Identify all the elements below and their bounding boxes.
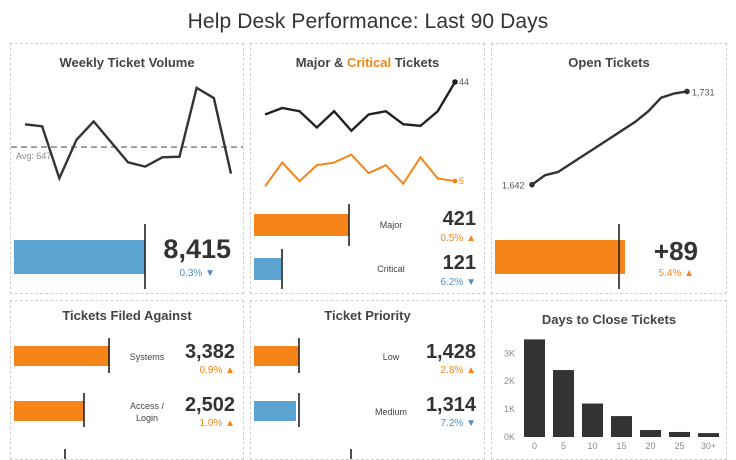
critical-end-dot bbox=[452, 178, 458, 184]
days-bar-25 bbox=[669, 431, 690, 437]
filed-against-title: Tickets Filed Against bbox=[62, 308, 192, 323]
systems-bar bbox=[14, 346, 110, 366]
major-value: 421 bbox=[442, 208, 476, 230]
open-tickets-bar bbox=[495, 240, 625, 274]
weekly-volume-title: Weekly Ticket Volume bbox=[59, 55, 195, 70]
critical-row-label: Critical bbox=[377, 264, 405, 274]
critical-bar bbox=[254, 258, 281, 280]
arrow-down-icon: ▼ bbox=[466, 277, 476, 288]
major-critical-panel: Major & Critical Tickets 44 5 Major 421 … bbox=[250, 43, 485, 294]
major-critical-title: Major & Critical Tickets bbox=[295, 55, 440, 70]
weekly-total-change: 0.3% ▼ bbox=[179, 268, 215, 279]
days-bar-5 bbox=[553, 370, 574, 437]
low-change: 2.8% ▲ bbox=[440, 365, 476, 376]
major-end-label: 44 bbox=[459, 77, 469, 87]
open-tickets-chart: 1,642 1,731 bbox=[495, 87, 715, 289]
filed-against-chart bbox=[14, 338, 110, 459]
weekly-total-bar bbox=[14, 240, 145, 274]
days-bar-30+ bbox=[698, 433, 719, 437]
page-title: Help Desk Performance: Last 90 Days bbox=[187, 10, 549, 33]
x-tick-label: 0 bbox=[532, 441, 537, 451]
filed-against-panel: Tickets Filed Against Systems 3,382 0.9%… bbox=[10, 300, 244, 460]
open-end-label: 1,731 bbox=[692, 87, 715, 97]
low-row-label: Low bbox=[382, 352, 400, 362]
weekly-volume-panel: Weekly Ticket Volume Avg: 647 8,415 0.3%… bbox=[10, 43, 244, 294]
ticket-priority-panel: Ticket Priority Low 1,428 2.8% ▲ Medium … bbox=[250, 300, 485, 460]
ticket-priority-chart bbox=[254, 338, 352, 459]
x-tick-label: 15 bbox=[616, 441, 626, 451]
arrow-down-icon: ▼ bbox=[205, 268, 215, 279]
low-value: 1,428 bbox=[425, 341, 476, 363]
arrow-up-icon: ▲ bbox=[684, 268, 694, 279]
x-tick-label: 20 bbox=[645, 441, 655, 451]
access-login-bar bbox=[14, 401, 84, 421]
open-tickets-change: 5.4% ▲ bbox=[658, 268, 694, 279]
arrow-up-icon: ▲ bbox=[466, 365, 476, 376]
medium-bar bbox=[254, 401, 296, 421]
critical-end-label: 5 bbox=[459, 176, 464, 186]
major-end-dot bbox=[452, 79, 458, 85]
x-tick-label: 5 bbox=[561, 441, 566, 451]
open-tickets-value: +89 bbox=[653, 236, 698, 266]
x-tick-label: 10 bbox=[587, 441, 597, 451]
arrow-up-icon: ▲ bbox=[225, 365, 235, 376]
weekly-total-value: 8,415 bbox=[163, 234, 231, 264]
medium-value: 1,314 bbox=[425, 394, 476, 416]
ticket-priority-title: Ticket Priority bbox=[324, 308, 411, 323]
critical-value: 121 bbox=[442, 252, 476, 274]
y-tick-label: 0K bbox=[504, 432, 515, 442]
open-tickets-line bbox=[531, 90, 688, 186]
major-bar bbox=[254, 214, 349, 236]
open-end-dot bbox=[684, 88, 690, 95]
systems-value: 3,382 bbox=[184, 341, 235, 363]
major-critical-chart: 44 5 bbox=[254, 77, 469, 289]
x-tick-label: 30+ bbox=[701, 441, 716, 451]
medium-change: 7.2% ▼ bbox=[440, 418, 476, 429]
weekly-volume-line bbox=[24, 85, 233, 182]
days-to-close-panel: Days to Close Tickets 0K 1K 2K 3K 0 5 10 15 20 25… bbox=[491, 300, 727, 460]
access-login-change: 1.0% ▲ bbox=[199, 418, 235, 429]
y-tick-label: 3K bbox=[504, 348, 515, 358]
avg-label: Avg: 647 bbox=[16, 151, 51, 161]
days-bar-15 bbox=[611, 416, 632, 437]
y-tick-label: 2K bbox=[504, 376, 515, 386]
y-tick-label: 1K bbox=[504, 404, 515, 414]
critical-change: 6.2% ▼ bbox=[440, 277, 476, 288]
major-row-label: Major bbox=[379, 220, 403, 230]
medium-row-label: Medium bbox=[374, 407, 407, 417]
x-tick-label: 25 bbox=[674, 441, 684, 451]
arrow-up-icon: ▲ bbox=[466, 233, 476, 244]
critical-line bbox=[264, 153, 456, 187]
arrow-up-icon: ▲ bbox=[225, 418, 235, 429]
access-login-row-label: Access / Login bbox=[129, 401, 164, 423]
access-login-value: 2,502 bbox=[184, 394, 235, 416]
open-tickets-panel: Open Tickets 1,642 1,731 +89 5.4% ▲ bbox=[491, 43, 727, 294]
low-bar bbox=[254, 346, 299, 366]
days-bar-10 bbox=[582, 403, 603, 437]
open-start-dot bbox=[529, 181, 535, 188]
major-line bbox=[264, 81, 457, 133]
weekly-volume-chart: Avg: 647 bbox=[11, 85, 243, 289]
days-bar-0 bbox=[524, 339, 545, 437]
days-to-close-title: Days to Close Tickets bbox=[541, 312, 677, 327]
open-start-label: 1,642 bbox=[502, 181, 525, 191]
arrow-down-icon: ▼ bbox=[466, 418, 476, 429]
systems-row-label: Systems bbox=[129, 352, 165, 362]
days-bar-20 bbox=[640, 430, 661, 437]
major-change: 0.5% ▲ bbox=[440, 233, 476, 244]
days-to-close-chart: 0K 1K 2K 3K 0 5 10 15 20 25 30+ bbox=[504, 339, 719, 451]
open-tickets-title: Open Tickets bbox=[568, 55, 650, 70]
systems-change: 0.9% ▲ bbox=[199, 365, 235, 376]
